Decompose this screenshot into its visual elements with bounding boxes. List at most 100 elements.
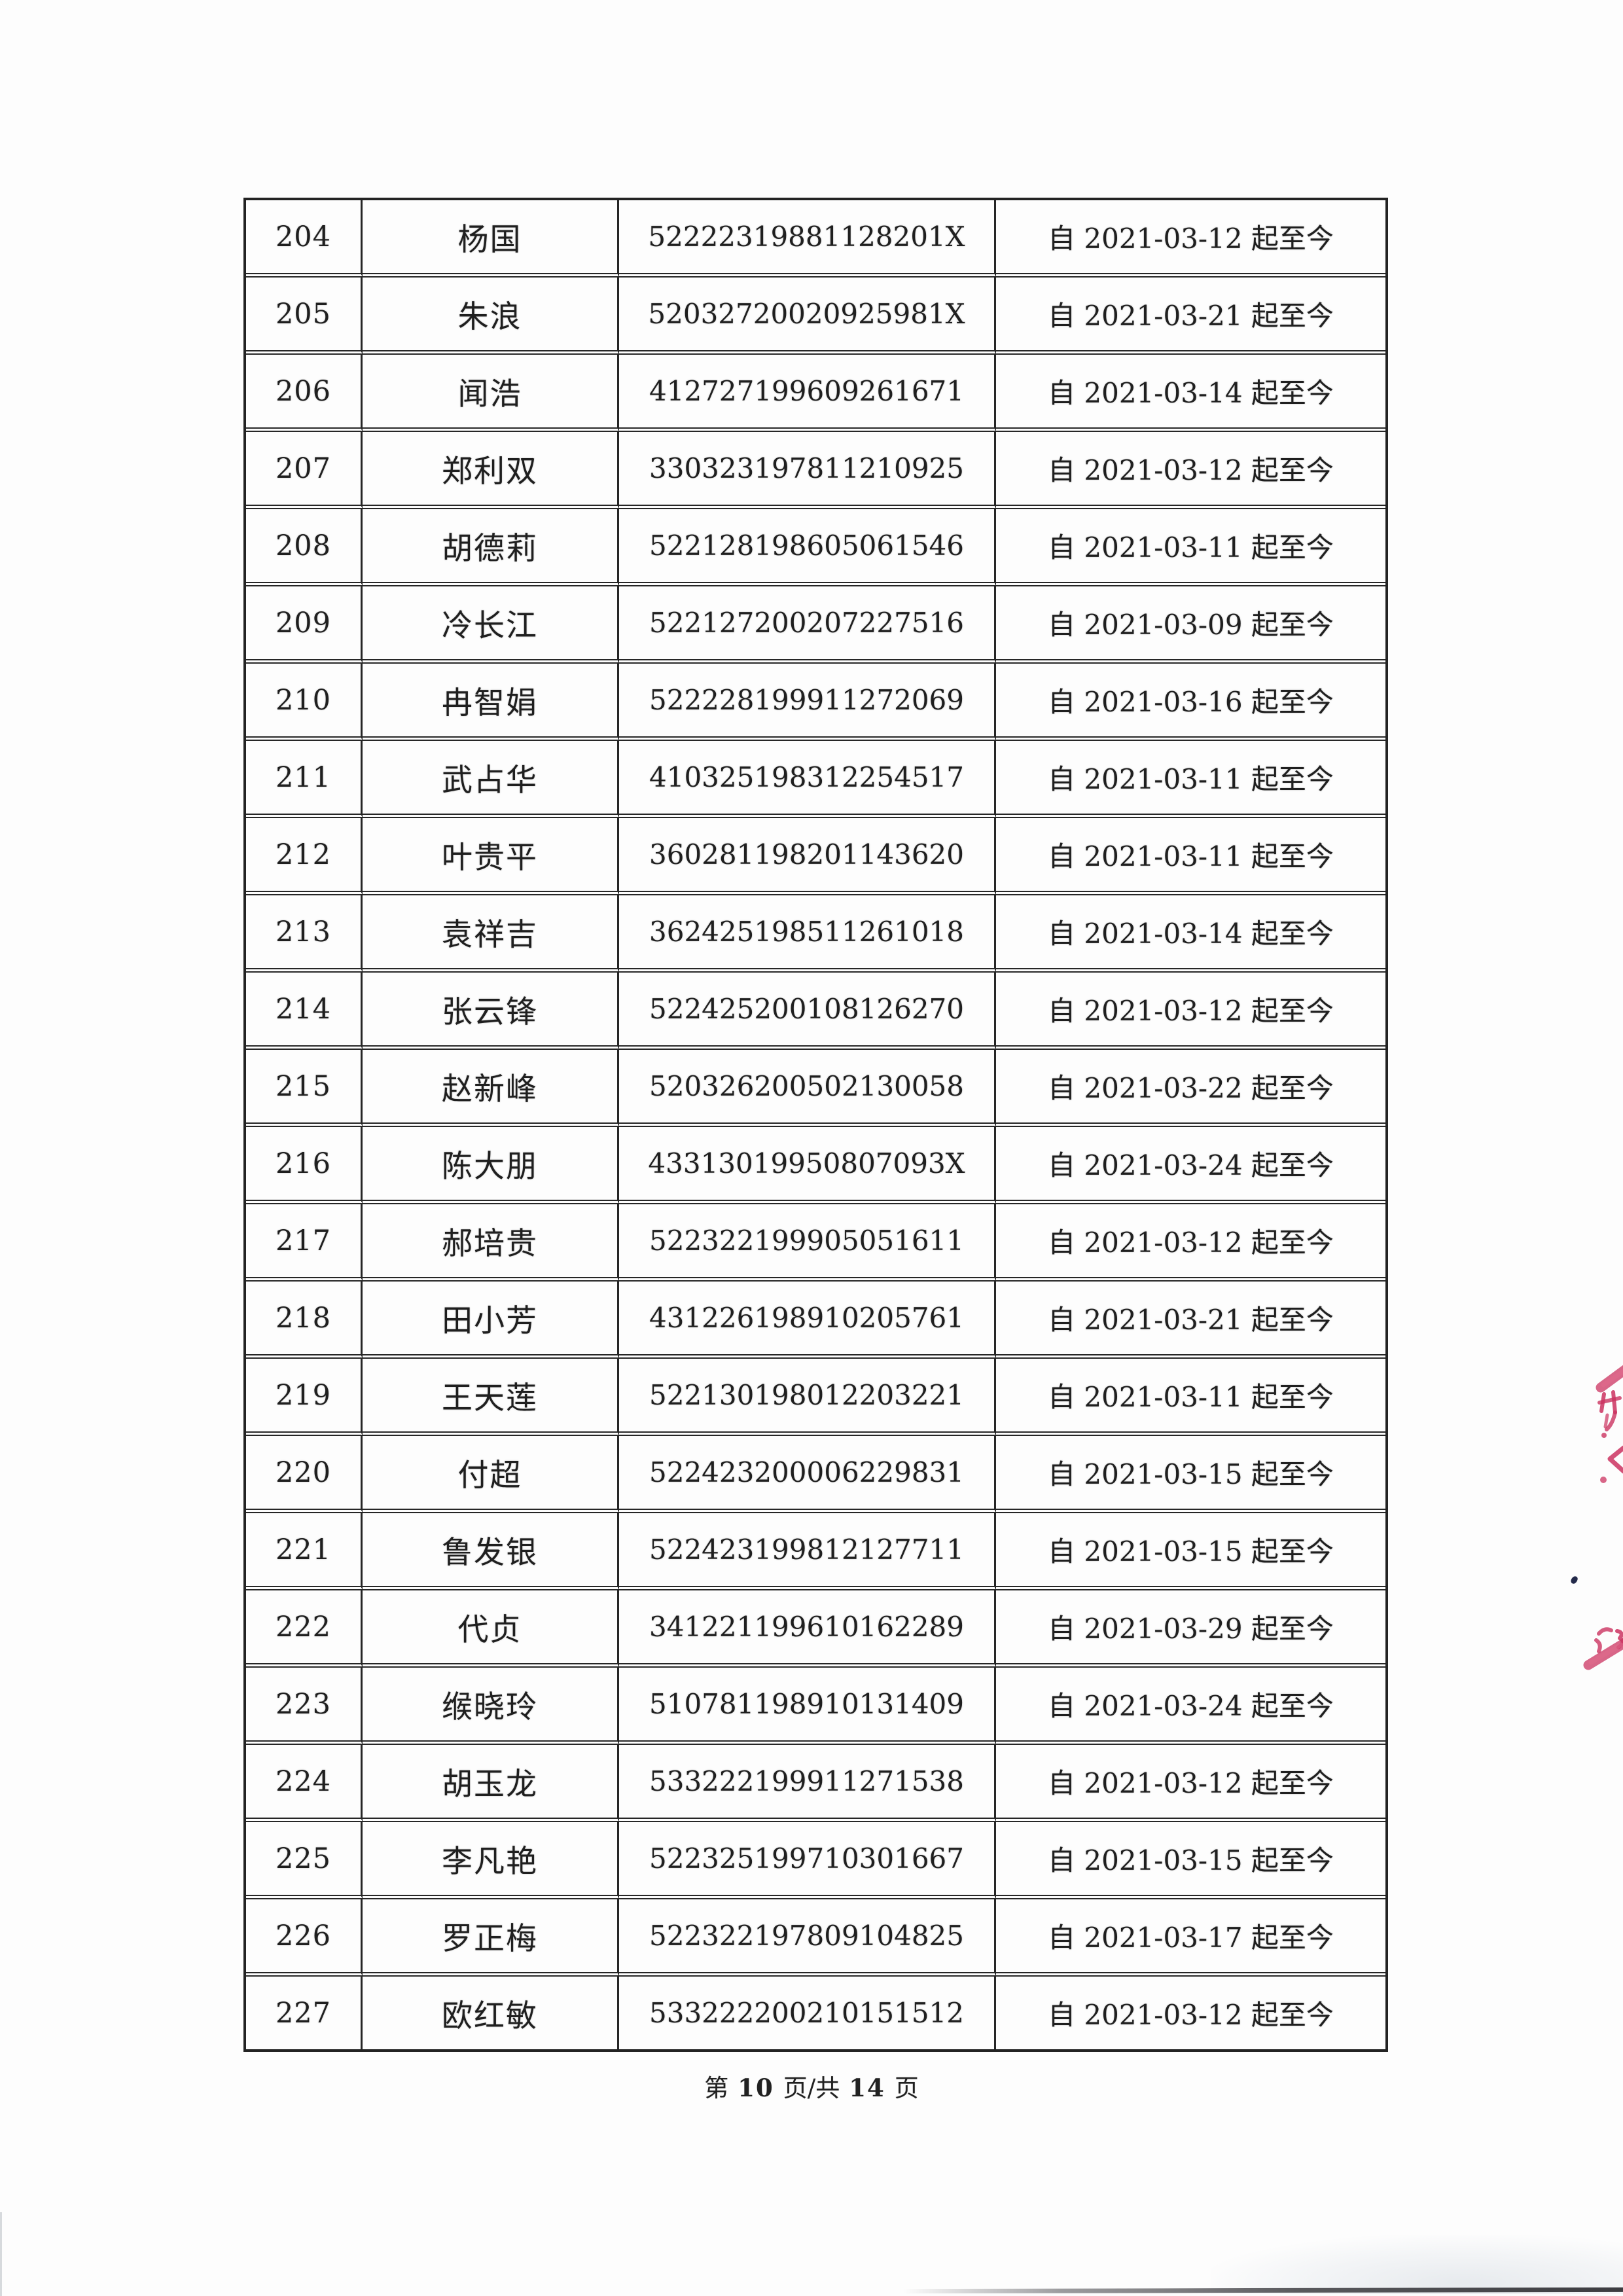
quarantine-period-cell: 自 2021-03-15 起至今 [996,1822,1385,1899]
person-name-cell: 罗正梅 [363,1899,619,1977]
footer-label-suffix: 页 [894,2074,919,2102]
table-row: 226 罗正梅 522322197809104825 自 2021-03-17 … [246,1899,1385,1977]
id-number-cell: 520326200502130058 [619,1050,996,1127]
table-row: 227 欧红敏 533222200210151512 自 2021-03-12 … [246,1977,1385,2049]
quarantine-period-cell: 自 2021-03-12 起至今 [996,200,1385,278]
id-number-cell: 522322197809104825 [619,1899,996,1977]
table-row: 225 李凡艳 522325199710301667 自 2021-03-15 … [246,1822,1385,1899]
person-name-cell: 鲁发银 [363,1513,619,1590]
table-row: 214 张云锋 522425200108126270 自 2021-03-12 … [246,973,1385,1050]
footer-label-middle: 页/共 [783,2074,840,2102]
row-index-cell: 210 [246,664,363,741]
row-index-cell: 217 [246,1204,363,1282]
table-row: 220 付超 522423200006229831 自 2021-03-15 起… [246,1436,1385,1513]
table-row: 221 鲁发银 522423199812127711 自 2021-03-15 … [246,1513,1385,1590]
row-index-cell: 212 [246,818,363,895]
row-index-cell: 214 [246,973,363,1050]
quarantine-roster-table: 204 杨国 52222319881128201X 自 2021-03-12 起… [243,198,1388,2052]
quarantine-period-cell: 自 2021-03-09 起至今 [996,586,1385,664]
row-index-cell: 219 [246,1359,363,1436]
id-number-cell: 522228199911272069 [619,664,996,741]
table-row: 207 郑利双 330323197811210925 自 2021-03-12 … [246,432,1385,509]
id-number-cell: 522425200108126270 [619,973,996,1050]
quarantine-period-cell: 自 2021-03-12 起至今 [996,432,1385,509]
id-number-cell: 522423199812127711 [619,1513,996,1590]
id-number-cell: 522127200207227516 [619,586,996,664]
id-number-cell: 522423200006229831 [619,1436,996,1513]
quarantine-period-cell: 自 2021-03-11 起至今 [996,509,1385,586]
row-index-cell: 227 [246,1977,363,2049]
id-number-cell: 43313019950807093X [619,1127,996,1204]
page-number: 10 [738,2073,774,2102]
person-name-cell: 胡德莉 [363,509,619,586]
row-index-cell: 209 [246,586,363,664]
quarantine-period-cell: 自 2021-03-29 起至今 [996,1590,1385,1668]
table-row: 224 胡玉龙 533222199911271538 自 2021-03-12 … [246,1745,1385,1822]
person-name-cell: 张云锋 [363,973,619,1050]
person-name-cell: 杨国 [363,200,619,278]
row-index-cell: 221 [246,1513,363,1590]
person-name-cell: 郝培贵 [363,1204,619,1282]
quarantine-period-cell: 自 2021-03-14 起至今 [996,895,1385,973]
person-name-cell: 郑利双 [363,432,619,509]
red-stamp-fragment-upper [1596,1365,1623,1483]
page-footer: 第 10 页/共 14 页 [0,2068,1623,2104]
row-index-cell: 220 [246,1436,363,1513]
row-index-cell: 206 [246,355,363,432]
person-name-cell: 王天莲 [363,1359,619,1436]
total-pages: 14 [849,2073,885,2102]
quarantine-period-cell: 自 2021-03-14 起至今 [996,355,1385,432]
table-row: 205 朱浪 52032720020925981X 自 2021-03-21 起… [246,278,1385,355]
quarantine-period-cell: 自 2021-03-11 起至今 [996,1359,1385,1436]
quarantine-period-cell: 自 2021-03-15 起至今 [996,1513,1385,1590]
table-row: 213 袁祥吉 362425198511261018 自 2021-03-14 … [246,895,1385,973]
table-row: 212 叶贵平 360281198201143620 自 2021-03-11 … [246,818,1385,895]
person-name-cell: 付超 [363,1436,619,1513]
row-index-cell: 205 [246,278,363,355]
row-index-cell: 213 [246,895,363,973]
table-row: 216 陈大朋 43313019950807093X 自 2021-03-24 … [246,1127,1385,1204]
quarantine-period-cell: 自 2021-03-11 起至今 [996,818,1385,895]
row-index-cell: 223 [246,1668,363,1745]
table-row: 217 郝培贵 522322199905051611 自 2021-03-12 … [246,1204,1385,1282]
quarantine-period-cell: 自 2021-03-21 起至今 [996,278,1385,355]
quarantine-period-cell: 自 2021-03-15 起至今 [996,1436,1385,1513]
row-index-cell: 224 [246,1745,363,1822]
quarantine-period-cell: 自 2021-03-24 起至今 [996,1668,1385,1745]
person-name-cell: 冷长江 [363,586,619,664]
row-index-cell: 204 [246,200,363,278]
id-number-cell: 522128198605061546 [619,509,996,586]
person-name-cell: 陈大朋 [363,1127,619,1204]
person-name-cell: 代贞 [363,1590,619,1668]
row-index-cell: 218 [246,1282,363,1359]
table-row: 206 闻浩 412727199609261671 自 2021-03-14 起… [246,355,1385,432]
id-number-cell: 52032720020925981X [619,278,996,355]
person-name-cell: 袁祥吉 [363,895,619,973]
id-number-cell: 410325198312254517 [619,741,996,818]
row-index-cell: 225 [246,1822,363,1899]
person-name-cell: 李凡艳 [363,1822,619,1899]
red-stamp-fragment-lower [1583,1627,1623,1670]
person-name-cell: 胡玉龙 [363,1745,619,1822]
id-number-cell: 533222199911271538 [619,1745,996,1822]
scan-smudge [1211,2235,1623,2294]
id-number-cell: 522322199905051611 [619,1204,996,1282]
table-row: 218 田小芳 431226198910205761 自 2021-03-21 … [246,1282,1385,1359]
id-number-cell: 362425198511261018 [619,895,996,973]
person-name-cell: 缑晓玲 [363,1668,619,1745]
row-index-cell: 216 [246,1127,363,1204]
id-number-cell: 522130198012203221 [619,1359,996,1436]
person-name-cell: 田小芳 [363,1282,619,1359]
scan-edge-sliver [0,2212,2,2296]
quarantine-period-cell: 自 2021-03-12 起至今 [996,1204,1385,1282]
id-number-cell: 52222319881128201X [619,200,996,278]
table-row: 219 王天莲 522130198012203221 自 2021-03-11 … [246,1359,1385,1436]
quarantine-period-cell: 自 2021-03-21 起至今 [996,1282,1385,1359]
person-name-cell: 朱浪 [363,278,619,355]
table-row: 222 代贞 341221199610162289 自 2021-03-29 起… [246,1590,1385,1668]
table-row: 211 武占华 410325198312254517 自 2021-03-11 … [246,741,1385,818]
row-index-cell: 211 [246,741,363,818]
table-row: 215 赵新峰 520326200502130058 自 2021-03-22 … [246,1050,1385,1127]
roster-table-body: 204 杨国 52222319881128201X 自 2021-03-12 起… [246,200,1385,2049]
